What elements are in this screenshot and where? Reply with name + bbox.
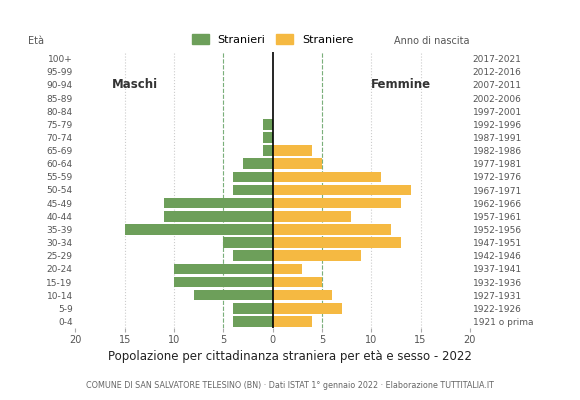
Bar	[174, 264, 273, 274]
Bar	[263, 132, 273, 143]
Bar	[164, 211, 273, 222]
Bar	[273, 224, 391, 235]
Bar	[273, 211, 351, 222]
Bar	[263, 145, 273, 156]
Bar	[273, 264, 302, 274]
Bar	[233, 172, 273, 182]
Bar	[233, 185, 273, 195]
Bar	[233, 303, 273, 314]
Bar	[273, 290, 332, 300]
Text: Età: Età	[28, 36, 44, 46]
Bar	[273, 198, 401, 208]
Bar	[273, 185, 411, 195]
Text: Femmine: Femmine	[371, 78, 431, 91]
Text: Popolazione per cittadinanza straniera per età e sesso - 2022: Popolazione per cittadinanza straniera p…	[108, 350, 472, 363]
Bar	[273, 303, 342, 314]
Bar	[273, 316, 312, 327]
Bar	[233, 250, 273, 261]
Bar	[194, 290, 273, 300]
Bar	[273, 277, 322, 287]
Bar	[233, 316, 273, 327]
Bar	[174, 277, 273, 287]
Bar	[273, 172, 381, 182]
Bar	[263, 119, 273, 130]
Bar	[273, 145, 312, 156]
Bar	[243, 158, 273, 169]
Bar	[164, 198, 273, 208]
Text: Maschi: Maschi	[111, 78, 158, 91]
Text: COMUNE DI SAN SALVATORE TELESINO (BN) · Dati ISTAT 1° gennaio 2022 · Elaborazion: COMUNE DI SAN SALVATORE TELESINO (BN) · …	[86, 381, 494, 390]
Bar	[273, 237, 401, 248]
Bar	[273, 250, 361, 261]
Bar	[125, 224, 273, 235]
Text: Anno di nascita: Anno di nascita	[394, 36, 470, 46]
Bar	[273, 158, 322, 169]
Legend: Stranieri, Straniere: Stranieri, Straniere	[187, 30, 358, 50]
Bar	[223, 237, 273, 248]
